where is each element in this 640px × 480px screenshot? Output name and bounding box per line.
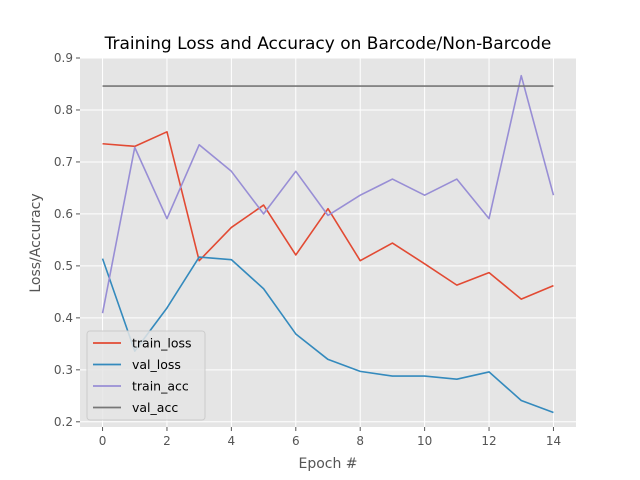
legend-label: train_acc [132, 379, 189, 394]
x-tick-label: 0 [99, 434, 107, 448]
series-line-val-loss [101, 256, 554, 414]
legend-label: val_loss [132, 357, 181, 372]
series-lines [101, 74, 555, 414]
x-tick-label: 12 [481, 434, 496, 448]
chart-title: Training Loss and Accuracy on Barcode/No… [104, 34, 552, 54]
y-tick-label: 0.6 [54, 207, 73, 221]
x-tick-label: 2 [163, 434, 171, 448]
y-tick-label: 0.4 [54, 311, 73, 325]
y-axis-ticks: 0.2 0.3 0.4 0.5 0.6 0.7 0.8 0.9 [54, 51, 80, 429]
legend: train_loss val_loss train_acc val_acc [86, 330, 206, 421]
x-axis-ticks: 0 2 4 6 8 10 12 14 [99, 427, 561, 448]
x-tick-label: 4 [228, 434, 236, 448]
y-tick-label: 0.7 [54, 155, 73, 169]
x-tick-label: 6 [292, 434, 300, 448]
x-tick-label: 8 [356, 434, 364, 448]
legend-box [86, 330, 206, 421]
y-tick-label: 0.8 [54, 103, 73, 117]
gridlines [80, 57, 576, 427]
y-tick-label: 0.2 [54, 415, 73, 429]
x-tick-label: 14 [546, 434, 561, 448]
y-tick-label: 0.9 [54, 51, 73, 65]
legend-label: val_acc [132, 400, 178, 415]
legend-label: train_loss [132, 336, 192, 351]
y-tick-label: 0.3 [54, 363, 73, 377]
series-line-train-loss [102, 131, 554, 300]
series-line-train-acc [101, 74, 555, 314]
y-axis-label: Loss/Accuracy [28, 193, 44, 292]
x-tick-label: 10 [417, 434, 432, 448]
y-tick-label: 0.5 [54, 259, 73, 273]
x-axis-label: Epoch # [298, 456, 357, 472]
